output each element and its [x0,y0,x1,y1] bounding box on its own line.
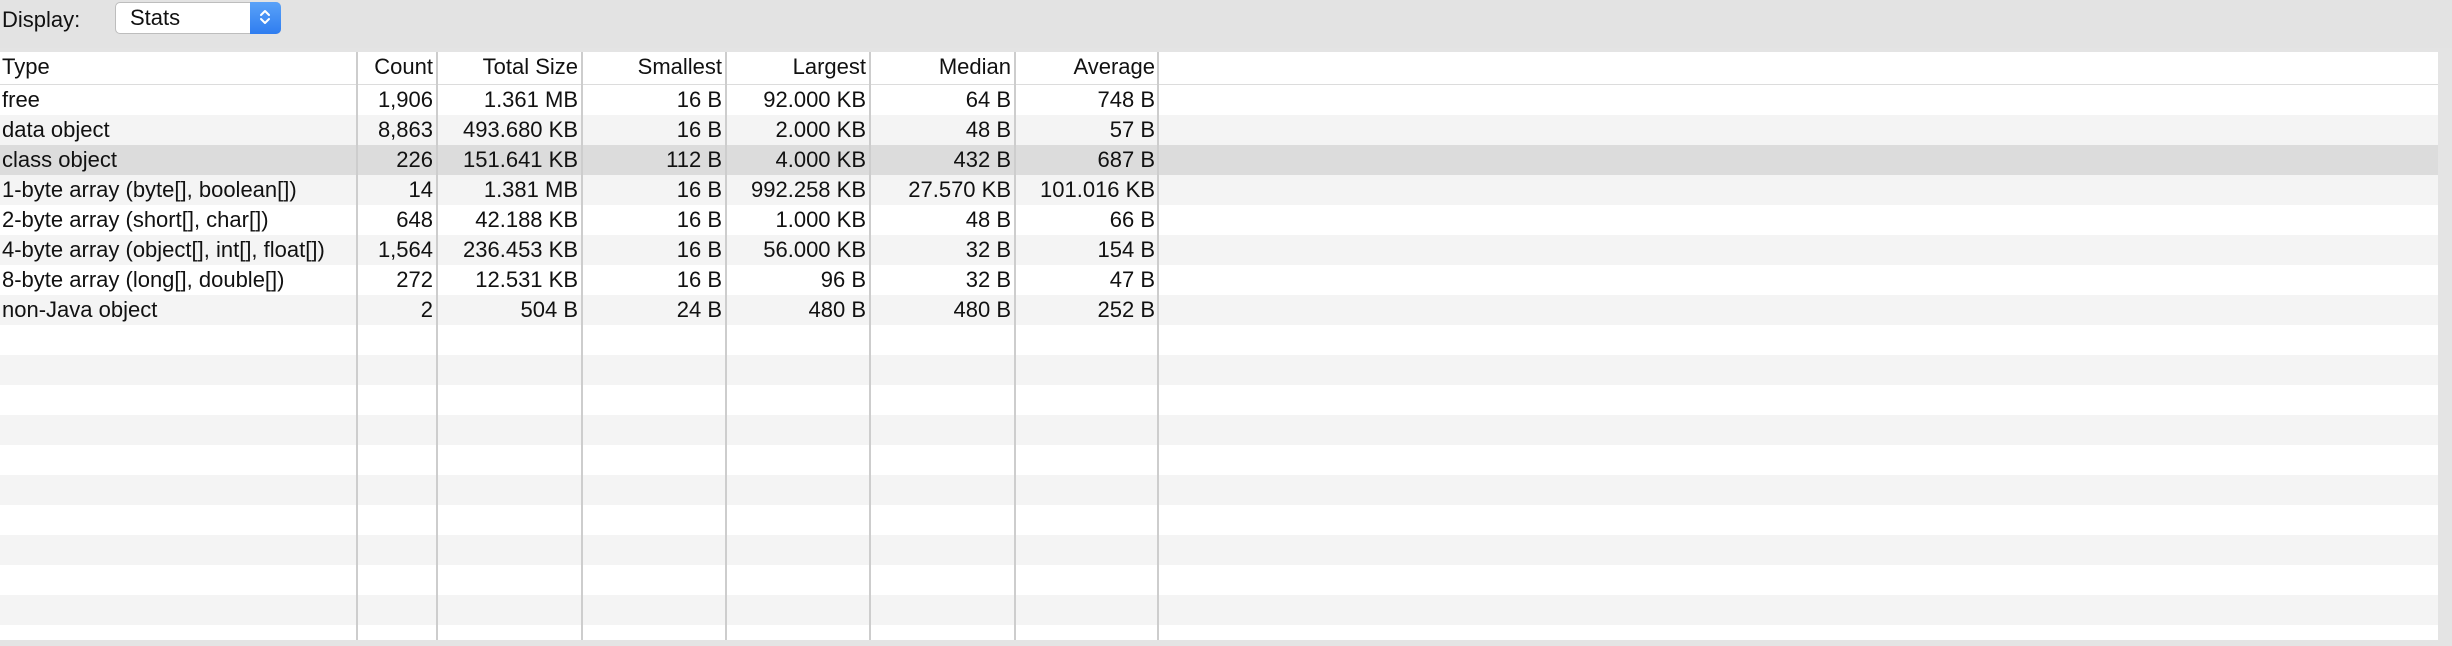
table-cell: 252 B [1097,297,1156,322]
table-cell: 504 B [520,297,579,322]
empty-row [0,595,2438,625]
table-cell: 48 B [965,117,1011,142]
table-cell: non-Java object [2,297,158,322]
column-header-average[interactable]: Average [1073,54,1155,79]
table-cell: 2.000 KB [775,117,866,142]
table-cell: 16 B [676,237,722,262]
column-header-total-size[interactable]: Total Size [482,54,578,79]
table-cell: 151.641 KB [463,147,578,172]
table-cell: 1,564 [377,237,433,262]
table-cell: 4-byte array (object[], int[], float[]) [2,237,325,262]
table-cell: 57 B [1109,117,1155,142]
table-cell: 4.000 KB [775,147,866,172]
table-row[interactable]: 2-byte array (short[], char[]) 648 42.188 … [0,205,2438,235]
table-cell: free [2,87,40,112]
table-cell: 154 B [1097,237,1156,262]
empty-row [0,505,2438,535]
table-cell: 1.361 MB [483,87,578,112]
table-cell: 48 B [965,207,1011,232]
table-row[interactable]: 1-byte array (byte[], boolean[]) 14 1.381 … [0,175,2438,205]
table-cell: 66 B [1109,207,1155,232]
column-divider[interactable] [356,52,358,640]
table-cell: 92.000 KB [763,87,866,112]
table-cell: 748 B [1097,87,1156,112]
table-cell: 27.570 KB [908,177,1011,202]
empty-row [0,325,2438,355]
table-cell: 47 B [1109,267,1155,292]
table-cell: 493.680 KB [463,117,578,142]
table-row[interactable]: non-Java object 2 504 B 24 B 480 B 480 B 252 B [0,295,2438,325]
table-cell: 32 B [965,267,1011,292]
empty-row [0,445,2438,475]
table-cell: class object [2,147,117,172]
table-cell: 2 [420,297,433,322]
table-cell: 480 B [808,297,867,322]
empty-row [0,385,2438,415]
column-divider[interactable] [1014,52,1016,640]
table-cell: 1.381 MB [483,177,578,202]
table-cell: 480 B [953,297,1012,322]
table-cell: 2-byte array (short[], char[]) [2,207,269,232]
table-cell: 112 B [666,147,722,172]
table-cell: 1,906 [377,87,433,112]
chevron-up-down-icon [250,2,281,34]
empty-row [0,535,2438,565]
column-header-median[interactable]: Median [938,54,1011,79]
table-cell: 687 B [1097,147,1156,172]
table-cell: 1.000 KB [775,207,866,232]
table-cell: 272 [396,267,433,292]
window-bottom-edge [0,640,2452,646]
table-cell: 16 B [676,177,722,202]
table-cell: 64 B [965,87,1011,112]
column-header-largest[interactable]: Largest [792,54,866,79]
display-select-value: Stats [130,5,181,30]
table-cell: 236.453 KB [463,237,578,262]
table-row[interactable]: 4-byte array (object[], int[], float[]) 1… [0,235,2438,265]
column-divider[interactable] [869,52,871,640]
table-cell: 101.016 KB [1040,177,1155,202]
column-divider[interactable] [436,52,438,640]
table-cell: 96 B [820,267,866,292]
table-cell: 24 B [676,297,722,322]
table-cell: 8-byte array (long[], double[]) [2,267,285,292]
column-divider[interactable] [581,52,583,640]
table-cell: 12.531 KB [475,267,578,292]
table-cell: 16 B [676,267,722,292]
table-cell: 226 [396,147,433,172]
table-cell: 432 B [953,147,1012,172]
table-cell: 648 [396,207,433,232]
empty-row [0,355,2438,385]
display-label: Display: [2,7,81,32]
empty-row [0,415,2438,445]
table-row[interactable]: free 1,906 1.361 MB 16 B 92.000 KB 64 B 748 B [0,85,2438,115]
table-row[interactable]: 8-byte array (long[], double[]) 272 12.531… [0,265,2438,295]
stats-table: Type Count Total Size Smallest Largest M… [0,52,2438,640]
toolbar: Display: Stats [0,0,2452,48]
column-divider[interactable] [1157,52,1159,640]
table-cell: 32 B [965,237,1011,262]
column-header-type[interactable]: Type [2,54,50,79]
display-select[interactable]: Stats [115,2,281,34]
table-row[interactable]: data object 8,863 493.680 KB 16 B 2.000 KB 48… [0,115,2438,145]
table-cell: 42.188 KB [475,207,578,232]
table-cell: 16 B [676,117,722,142]
empty-row [0,625,2438,640]
table-cell: 8,863 [377,117,433,142]
table-cell: 16 B [676,207,722,232]
table-cell: 1-byte array (byte[], boolean[]) [2,177,297,202]
table-cell: 14 [408,177,433,202]
table-cell: 56.000 KB [763,237,866,262]
table-cell: 992.258 KB [751,177,866,202]
column-divider[interactable] [725,52,727,640]
table-cell: 16 B [676,87,722,112]
table-header: Type Count Total Size Smallest Largest M… [0,52,2438,85]
empty-row [0,475,2438,505]
column-header-smallest[interactable]: Smallest [637,54,722,79]
table-row[interactable]: class object 226 151.641 KB 112 B 4.000 KB 43… [0,145,2438,175]
column-header-count[interactable]: Count [374,54,433,79]
table-cell: data object [2,117,110,142]
empty-row [0,565,2438,595]
